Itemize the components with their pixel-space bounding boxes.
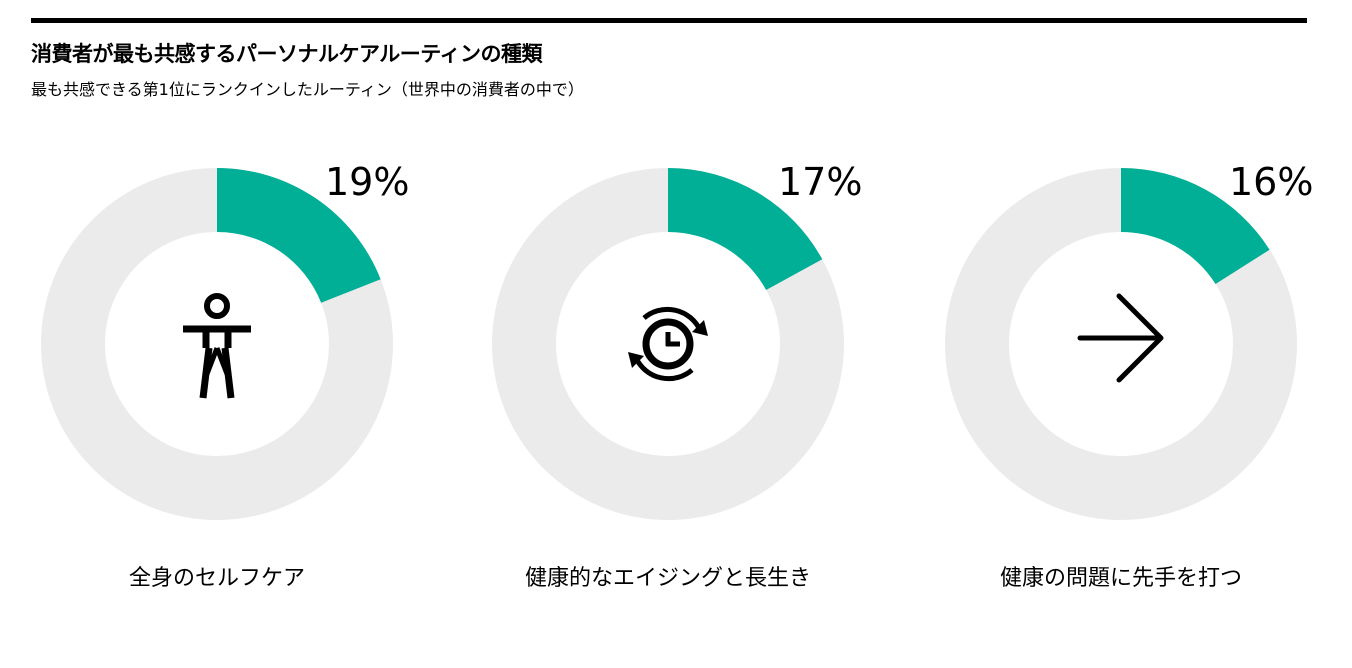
donut-segment-3 (1121, 168, 1270, 284)
body-figure-icon (183, 293, 251, 399)
category-label-2: 健康的なエイジングと長生き (524, 566, 811, 591)
category-label-1: 全身のセルフケア (128, 566, 305, 591)
donut-panel-2: 17% 健康的なエイジングと長生き (488, 150, 862, 600)
top-rule (31, 18, 1307, 23)
donut-segment-2 (668, 168, 823, 291)
category-label-3: 健康の問題に先手を打つ (999, 566, 1242, 591)
donut-segment-1 (217, 168, 381, 303)
clock-cycle-icon (628, 306, 708, 382)
percent-label-3: 16% (1229, 160, 1314, 204)
donut-chart-3 (945, 168, 1297, 520)
arrow-right-icon (1077, 293, 1164, 383)
donut-panel-1: 19% 全身のセルフケア (37, 150, 409, 600)
donut-panel-3: 16% 健康の問題に先手を打つ (941, 150, 1313, 600)
chart-title: 消費者が最も共感するパーソナルケアルーティンの種類 (31, 42, 543, 66)
percent-label-1: 19% (325, 160, 410, 204)
chart-subtitle: 最も共感できる第1位にランクインしたルーティン（世界中の消費者の中で） (31, 80, 584, 99)
percent-label-2: 17% (778, 160, 863, 204)
donut-chart-2 (492, 168, 844, 520)
donut-chart-1 (41, 168, 393, 520)
